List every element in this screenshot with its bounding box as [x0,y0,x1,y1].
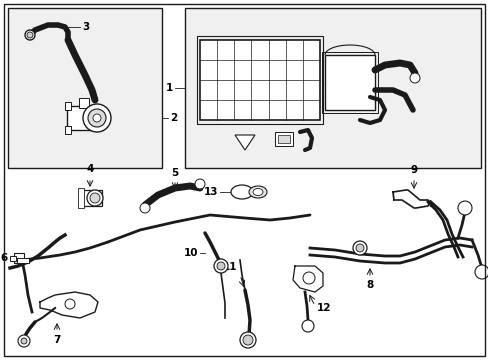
Circle shape [90,193,100,203]
Circle shape [474,265,488,279]
Circle shape [88,109,106,127]
Ellipse shape [248,186,266,198]
Bar [67,106,103,130]
Circle shape [457,201,471,215]
Text: 4: 4 [86,164,94,174]
Circle shape [303,272,314,284]
Circle shape [195,179,204,189]
Text: 6: 6 [1,253,8,263]
Bar [82,190,102,206]
Bar [65,126,71,134]
Bar [17,258,29,263]
Circle shape [214,259,227,273]
Bar [10,256,16,261]
Circle shape [21,338,27,344]
Bar [200,40,319,120]
Circle shape [93,114,101,122]
Circle shape [87,190,103,206]
Circle shape [140,203,150,213]
Text: 8: 8 [366,280,373,290]
Text: 1: 1 [165,83,173,93]
Circle shape [65,299,75,309]
Circle shape [27,32,33,38]
Text: 11: 11 [222,262,237,272]
Polygon shape [235,135,254,150]
Bar [14,253,24,263]
Circle shape [355,244,363,252]
Text: 10: 10 [183,248,198,258]
Circle shape [83,104,111,132]
Text: 5: 5 [171,168,178,178]
Circle shape [243,335,252,345]
Bar [325,55,374,110]
Bar [184,8,480,168]
Circle shape [217,262,224,270]
Bar [8,8,162,168]
Circle shape [409,73,419,83]
Bar [65,102,71,110]
Text: 9: 9 [409,165,417,175]
Circle shape [240,332,256,348]
Bar [79,98,89,108]
Text: 3: 3 [82,22,89,32]
Ellipse shape [230,185,252,199]
Text: 2: 2 [170,113,177,123]
Circle shape [352,241,366,255]
Bar [197,36,323,124]
Circle shape [18,335,30,347]
Text: 12: 12 [316,303,331,313]
Text: 13: 13 [203,187,218,197]
Bar [78,188,84,208]
Circle shape [302,320,313,332]
Bar [321,52,377,113]
Ellipse shape [252,189,263,195]
Bar [278,135,289,143]
Bar [274,132,292,146]
Text: 7: 7 [53,335,61,345]
Circle shape [25,30,35,40]
